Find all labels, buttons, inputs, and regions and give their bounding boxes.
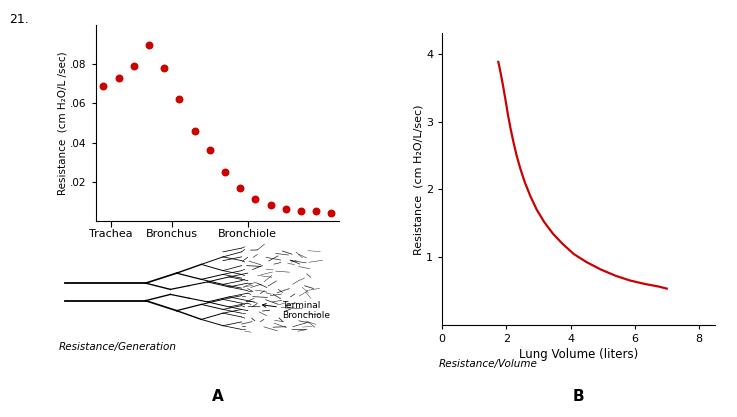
Point bbox=[250, 196, 262, 203]
Point bbox=[295, 208, 307, 215]
Point bbox=[265, 202, 276, 208]
Point bbox=[158, 65, 170, 71]
Text: Terminal
Bronchiole: Terminal Bronchiole bbox=[262, 301, 330, 320]
Text: Resistance/Generation: Resistance/Generation bbox=[59, 342, 177, 352]
Text: 21.: 21. bbox=[9, 13, 29, 25]
Point bbox=[113, 75, 125, 81]
Point bbox=[310, 208, 322, 215]
Point bbox=[97, 83, 109, 89]
Point bbox=[326, 210, 338, 216]
Y-axis label: Resistance  (cm H₂O/L /sec): Resistance (cm H₂O/L /sec) bbox=[57, 51, 68, 195]
X-axis label: Lung Volume (liters): Lung Volume (liters) bbox=[519, 349, 638, 362]
Point bbox=[173, 96, 185, 103]
Point bbox=[234, 184, 246, 191]
Point bbox=[143, 41, 155, 48]
Point bbox=[204, 147, 216, 154]
Y-axis label: Resistance  (cm H₂O/L/sec): Resistance (cm H₂O/L/sec) bbox=[413, 104, 423, 254]
Text: Resistance/Volume: Resistance/Volume bbox=[439, 359, 537, 369]
Point bbox=[219, 169, 231, 176]
Text: B: B bbox=[573, 389, 584, 404]
Point bbox=[280, 206, 292, 213]
Text: A: A bbox=[212, 389, 223, 404]
Point bbox=[189, 128, 200, 134]
Point bbox=[128, 63, 140, 70]
